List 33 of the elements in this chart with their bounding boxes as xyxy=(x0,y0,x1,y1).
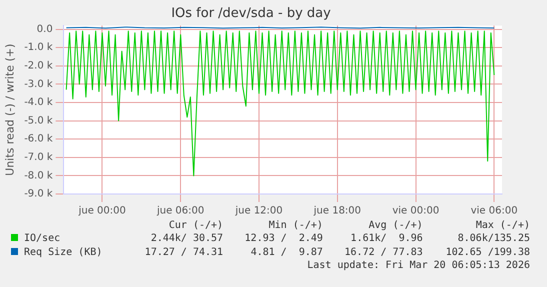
text: 2.44k/ 30.57 xyxy=(150,232,224,246)
text: 102.65 /199.38 xyxy=(444,246,530,260)
text: Cur (-/+) xyxy=(168,220,224,232)
x-tick-label: jue 18:00 xyxy=(312,206,362,217)
x-tick-label: jue 12:00 xyxy=(234,206,283,217)
text: 12.93 / 2.49 xyxy=(244,232,323,246)
text: 4.81 / 9.87 xyxy=(250,246,323,260)
y-axis-title: Units read (-) / write (+) xyxy=(3,44,16,176)
text: 8.06k/135.25 xyxy=(456,232,530,246)
y-tick-label: -1.0 k xyxy=(24,42,53,54)
y-tick-label: -4.0 k xyxy=(24,97,53,108)
y-tick-label: 0.0 xyxy=(36,24,53,35)
text: Max (-/+) xyxy=(474,220,530,232)
y-tick-label: -5.0 k xyxy=(24,115,53,126)
text: Avg (-/+) xyxy=(368,220,423,232)
y-tick-label: -8.0 k xyxy=(24,170,53,182)
x-tick-label: vie 06:00 xyxy=(470,206,518,217)
y-tick-label: -9.0 k xyxy=(24,188,53,200)
y-tick-label: -6.0 k xyxy=(24,134,53,145)
text: 17.27 / 74.31 xyxy=(144,246,224,260)
x-tick-label: vie 00:00 xyxy=(392,206,440,217)
text: 16.72 / 77.83 xyxy=(344,246,423,260)
legend-label: IO/sec xyxy=(23,232,62,246)
y-tick-label: -7.0 k xyxy=(24,152,53,163)
y-tick-label: -3.0 k xyxy=(24,78,53,90)
x-tick-label: jue 06:00 xyxy=(156,206,204,217)
y-tick-label: -2.0 k xyxy=(24,60,53,72)
x-tick-label: jue 00:00 xyxy=(78,206,126,217)
text: Min (-/+) xyxy=(268,220,323,232)
legend-label: Req Size (KB) xyxy=(23,246,104,260)
chart-title: IOs for /dev/sda - by day xyxy=(171,6,332,22)
text: 1.61k/ 9.96 xyxy=(350,232,423,246)
text: Last update: Fri Mar 20 06:05:13 2026 xyxy=(306,260,530,272)
